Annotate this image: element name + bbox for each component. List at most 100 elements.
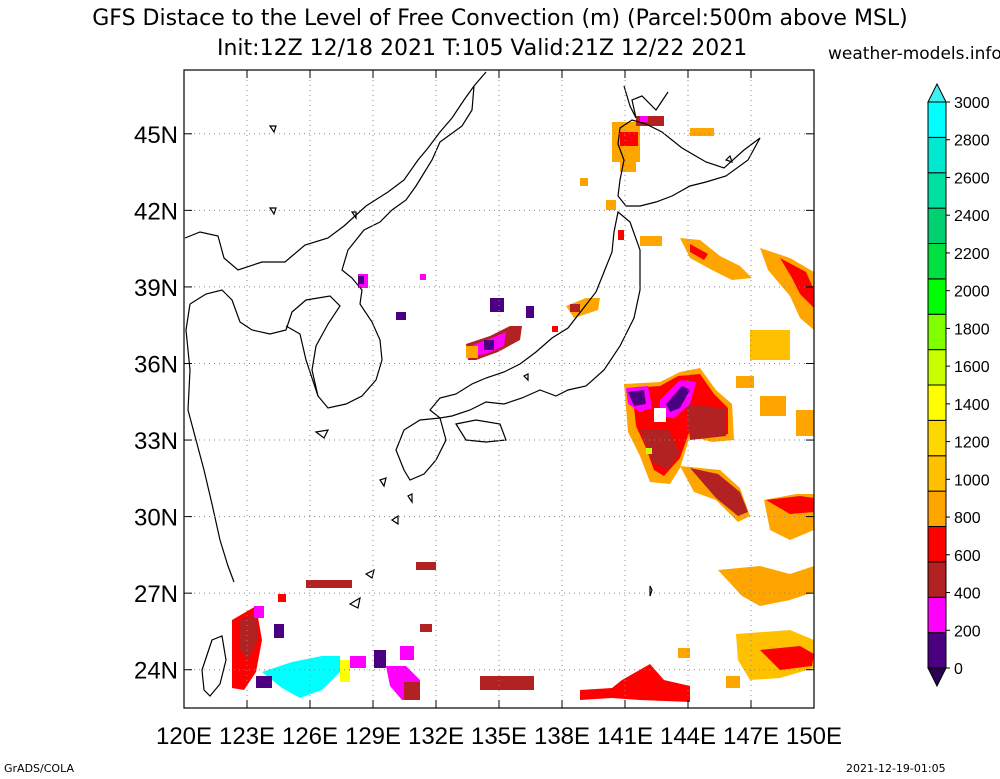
colorbar-label: 600 (954, 548, 981, 565)
lon-tick-label: 123E (219, 723, 275, 750)
lfc-field (404, 682, 420, 700)
lfc-field (640, 236, 662, 246)
colorbar-swatch (927, 136, 947, 174)
lfc-field (570, 304, 580, 312)
lfc-field (306, 580, 352, 588)
lfc-field (760, 646, 814, 670)
lfc-field (340, 660, 350, 682)
lfc-field (640, 116, 648, 122)
coastline-taiwan (201, 635, 227, 697)
lat-tick-label: 36N (134, 351, 178, 378)
lfc-field (400, 646, 414, 660)
lon-tick-label: 150E (786, 723, 842, 750)
coastline-kyushu-shikoku (395, 417, 507, 481)
lat-tick-label: 39N (134, 275, 178, 302)
lfc-field (760, 396, 786, 416)
lfc-field (262, 656, 340, 698)
lfc-field (480, 676, 534, 690)
graticule (184, 70, 814, 708)
colorbar-swatch (927, 101, 947, 138)
lat-tick-label: 24N (134, 658, 178, 685)
colorbar-label: 200 (954, 623, 981, 640)
colorbar-under-arrow (927, 667, 947, 688)
colorbar-label: 800 (954, 510, 981, 527)
site-credit: weather-models.info (828, 44, 1000, 64)
lfc-field (358, 276, 364, 284)
colorbar-label: 2800 (954, 133, 990, 150)
colorbar-swatch (927, 278, 947, 315)
render-timestamp: 2021-12-19-01:05 (846, 762, 946, 775)
coastline-china-east (185, 303, 235, 583)
lfc-field (490, 298, 504, 312)
lat-tick-label: 45N (134, 122, 178, 149)
lfc-field (780, 258, 814, 308)
lfc-field (726, 676, 740, 688)
lfc-field (736, 376, 754, 388)
colorbar-label: 1600 (954, 359, 990, 376)
lfc-field (350, 656, 366, 668)
colorbar-swatch (927, 632, 947, 669)
colorbar-swatch (927, 243, 947, 280)
colorbar-label: 2000 (954, 284, 990, 301)
lfc-field (420, 624, 432, 632)
lon-tick-label: 132E (408, 723, 464, 750)
lfc-field (254, 606, 264, 618)
colorbar-label: 0 (954, 661, 963, 678)
colorbar-swatch (927, 526, 947, 563)
coastline-korea-west (285, 325, 319, 397)
lfc-field (680, 238, 752, 280)
lat-tick-label: 30N (134, 505, 178, 532)
lfc-field (618, 230, 624, 240)
lon-tick-label: 147E (723, 723, 779, 750)
colorbar-label: 1000 (954, 472, 990, 489)
lfc-field (484, 340, 494, 350)
colorbar-swatch (927, 455, 947, 492)
coastline-islands (268, 125, 733, 609)
lfc-field (690, 244, 708, 260)
lon-tick-label: 138E (534, 723, 590, 750)
coastline-sakhalin (623, 85, 669, 119)
coastline-hokkaido (617, 119, 761, 207)
lfc-field (718, 566, 814, 606)
lfc-field (646, 448, 652, 454)
lfc-field (580, 664, 690, 702)
coastline-asia-mainland (184, 71, 487, 409)
lfc-field (760, 248, 814, 330)
colorbar: 0 200 400 600 800 1000 1200 1400 1600 1800 2000 220… (927, 82, 990, 688)
lfc-field (766, 496, 814, 514)
lat-tick-label: 42N (134, 198, 178, 225)
lfc-field (416, 562, 436, 570)
lfc-field (666, 386, 690, 412)
colorbar-swatch (927, 172, 947, 209)
colorbar-label: 2400 (954, 208, 990, 225)
lat-tick-label: 33N (134, 428, 178, 455)
colorbar-label: 1400 (954, 397, 990, 414)
lfc-field (628, 390, 646, 406)
colorbar-label: 3000 (954, 95, 990, 112)
lfc-field (396, 312, 406, 320)
lat-tick-label: 27N (134, 581, 178, 608)
colorbar-label: 1800 (954, 321, 990, 338)
lfc-field (796, 410, 814, 436)
colorbar-swatch (927, 384, 947, 421)
chart-title: GFS Distace to the Level of Free Convect… (92, 6, 908, 31)
lfc-field (678, 648, 690, 658)
lfc-field (274, 624, 284, 638)
colorbar-over-arrow (927, 82, 947, 103)
colorbar-swatch (927, 207, 947, 244)
lfc-field (240, 614, 258, 660)
colorbar-swatch (927, 419, 947, 457)
coastlines (184, 71, 761, 697)
lfc-field (526, 306, 534, 318)
axis-ticks: 120E 123E 126E 129E 132E 135E 138E 141E 144E 147E… (134, 70, 842, 750)
lfc-fields (232, 116, 814, 702)
lon-tick-label: 120E (156, 723, 212, 750)
lfc-field (420, 274, 426, 280)
lfc-field (750, 330, 790, 360)
lon-tick-label: 126E (282, 723, 338, 750)
colorbar-label: 2600 (954, 170, 990, 187)
lfc-field (278, 594, 286, 602)
software-credit: GrADS/COLA (4, 762, 74, 775)
coastline-honshu (429, 210, 641, 419)
